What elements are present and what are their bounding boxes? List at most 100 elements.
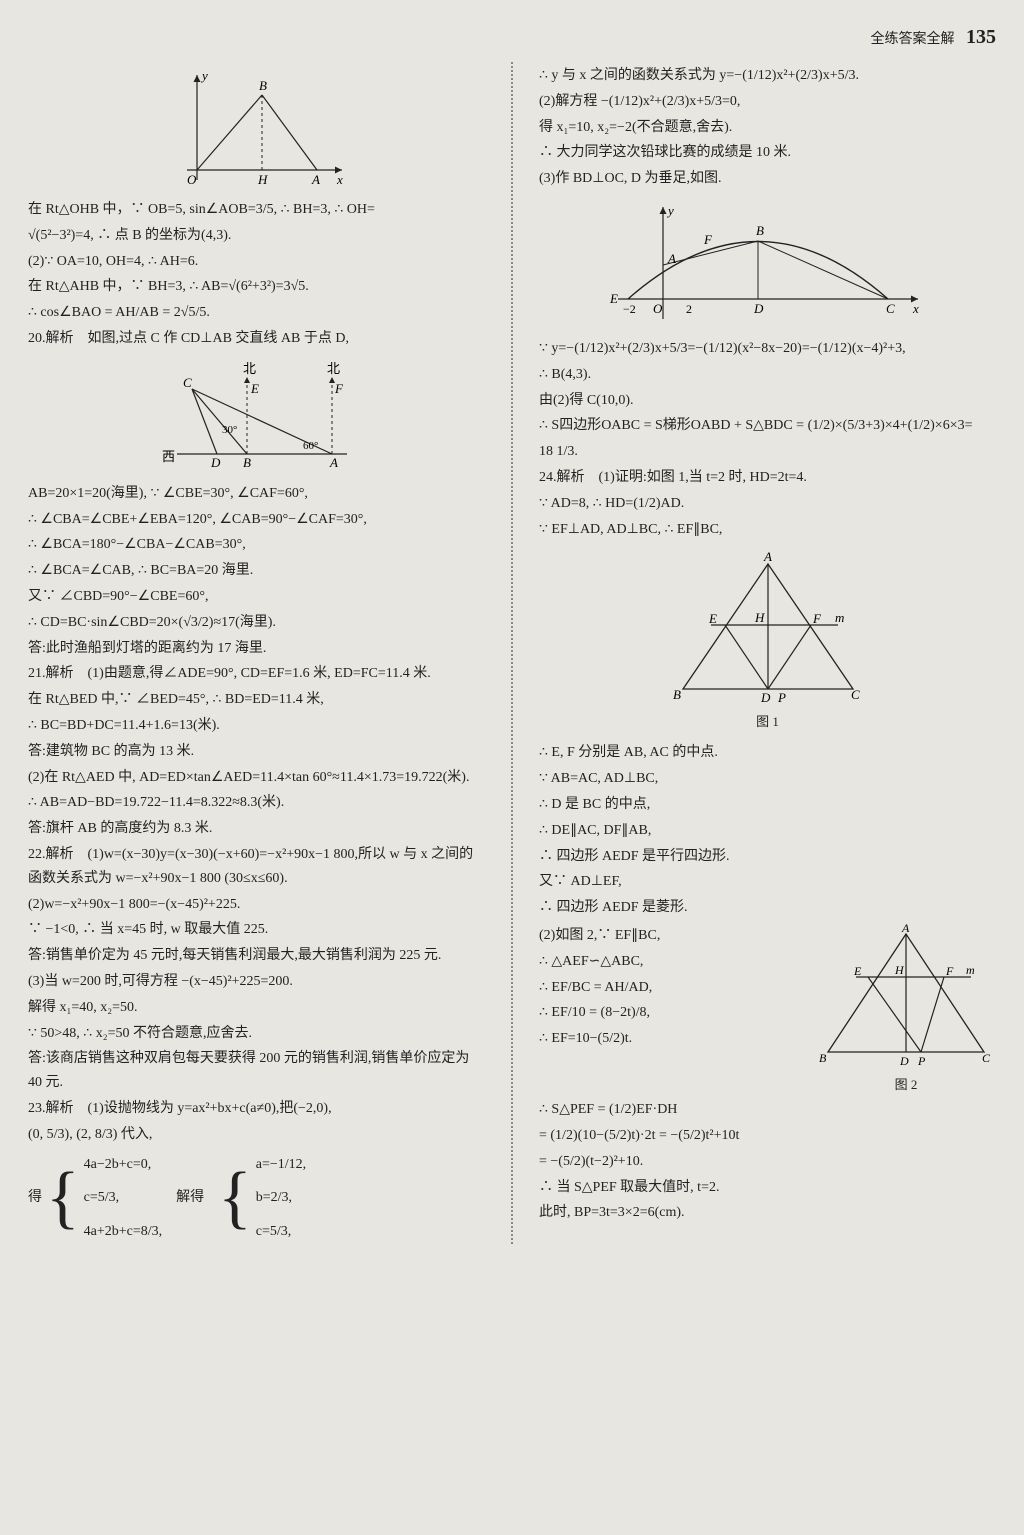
text: = −(5/2)(t−2)²+10.	[539, 1150, 996, 1174]
figure-triangle-2: A B C D P E F H m 图 2	[816, 922, 996, 1096]
svg-text:北: 北	[243, 361, 256, 376]
svg-text:B: B	[673, 687, 681, 702]
text: ∴ EF/BC = AH/AD,	[539, 976, 804, 1000]
right-column: ∴ y 与 x 之间的函数关系式为 y=−(1/12)x²+(2/3)x+5/3…	[539, 62, 996, 1244]
text: = (1/2)(10−(5/2)t)·2t = −(5/2)t²+10t	[539, 1124, 996, 1148]
text: ∴ y 与 x 之间的函数关系式为 y=−(1/12)x²+(2/3)x+5/3…	[539, 64, 996, 88]
text: 答:建筑物 BC 的高为 13 米.	[28, 740, 485, 764]
svg-text:B: B	[819, 1051, 827, 1065]
svg-text:30°: 30°	[222, 424, 237, 436]
page-number: 135	[966, 26, 996, 48]
svg-text:m: m	[966, 963, 975, 977]
text: ∴ B(4,3).	[539, 363, 996, 387]
text: ∴ EF/10 = (8−2t)/8,	[539, 1001, 804, 1025]
text: ∵ −1<0, ∴ 当 x=45 时, w 取最大值 225.	[28, 918, 485, 942]
svg-text:D: D	[899, 1054, 909, 1068]
text: 解得 x₁=40, x₂=50.	[28, 996, 485, 1020]
text: 又∵ AD⊥EF,	[539, 870, 996, 894]
svg-text:A: A	[311, 172, 320, 187]
figure-triangle-1: A B C D P E F H m 图 1	[539, 549, 996, 733]
text: ∴ S△PEF = (1/2)EF·DH	[539, 1098, 996, 1122]
text: 得	[28, 1186, 42, 1210]
svg-text:C: C	[851, 687, 860, 702]
text: 此时, BP=3t=3×2=6(cm).	[539, 1201, 996, 1225]
text: (3)作 BD⊥OC, D 为垂足,如图.	[539, 167, 996, 191]
svg-text:E: E	[609, 291, 618, 306]
svg-text:H: H	[754, 610, 765, 625]
svg-text:F: F	[703, 232, 713, 247]
text: (2)∵ OA=10, OH=4, ∴ AH=6.	[28, 250, 485, 274]
text: (2)w=−x²+90x−1 800=−(x−45)²+225.	[28, 893, 485, 917]
svg-text:H: H	[257, 172, 268, 187]
text: 又∵ ∠CBD=90°−∠CBE=60°,	[28, 585, 485, 609]
svg-text:D: D	[210, 455, 221, 470]
text: 答:销售单价定为 45 元时,每天销售利润最大,最大销售利润为 225 元.	[28, 944, 485, 968]
figure-2: 北 北 西 C E F D B A 30° 60°	[28, 359, 485, 474]
svg-text:B: B	[243, 455, 251, 470]
svg-text:A: A	[901, 922, 910, 935]
text: 解得	[176, 1186, 204, 1210]
svg-text:P: P	[917, 1054, 926, 1068]
svg-text:A: A	[763, 549, 772, 564]
text: ∴ ∠BCA=∠CAB, ∴ BC=BA=20 海里.	[28, 559, 485, 583]
svg-text:P: P	[777, 690, 786, 705]
text: (2)在 Rt△AED 中, AD=ED×tan∠AED=11.4×tan 60…	[28, 766, 485, 790]
svg-text:C: C	[886, 301, 895, 316]
svg-text:2: 2	[686, 302, 692, 316]
text: ∴ S四边形OABC = S梯形OABD + S△BDC = (1/2)×(5/…	[539, 414, 996, 438]
text: 由(2)得 C(10,0).	[539, 389, 996, 413]
svg-text:60°: 60°	[303, 440, 318, 452]
text: ∵ y=−(1/12)x²+(2/3)x+5/3=−(1/12)(x²−8x−2…	[539, 337, 996, 361]
q23: 23.解析 (1)设抛物线为 y=ax²+bx+c(a≠0),把(−2,0),	[28, 1097, 485, 1121]
svg-text:C: C	[982, 1051, 991, 1065]
svg-text:西: 西	[162, 449, 175, 464]
text: ∵ 50>48, ∴ x₂=50 不符合题意,应舍去.	[28, 1022, 485, 1046]
text: ∴ 四边形 AEDF 是菱形.	[539, 896, 996, 920]
axis-x: x	[336, 172, 343, 187]
text: ∴ E, F 分别是 AB, AC 的中点.	[539, 741, 996, 765]
text: ∴ BC=BD+DC=11.4+1.6=13(米).	[28, 714, 485, 738]
equation-system: 得 { 4a−2b+c=0, c=5/3, 4a+2b+c=8/3, 解得 { …	[28, 1153, 485, 1244]
svg-text:y: y	[666, 203, 674, 218]
svg-text:m: m	[835, 610, 844, 625]
svg-text:H: H	[894, 963, 905, 977]
svg-text:F: F	[812, 611, 822, 626]
q21: 21.解析 (1)由题意,得∠ADE=90°, CD=EF=1.6 米, ED=…	[28, 662, 485, 686]
svg-text:E: E	[250, 381, 259, 396]
figure-caption: 图 2	[816, 1074, 996, 1096]
svg-text:A: A	[667, 251, 676, 266]
header-title: 全练答案全解	[871, 32, 955, 47]
text: 18 1/3.	[539, 440, 996, 464]
text: 在 Rt△OHB 中，∵ OB=5, sin∠AOB=3/5, ∴ BH=3, …	[28, 198, 485, 222]
text: ∴ 四边形 AEDF 是平行四边形.	[539, 845, 996, 869]
text: ∴ △AEF∽△ABC,	[539, 950, 804, 974]
q24: 24.解析 (1)证明:如图 1,当 t=2 时, HD=2t=4.	[539, 466, 996, 490]
figure-parabola: y x O −2 2 E A F B D C	[539, 199, 996, 329]
axis-y: y	[200, 70, 208, 83]
svg-text:O: O	[653, 301, 663, 316]
text: 在 Rt△AHB 中，∵ BH=3, ∴ AB=√(6²+3²)=3√5.	[28, 275, 485, 299]
page-header: 全练答案全解 135	[28, 20, 996, 54]
svg-text:O: O	[187, 172, 197, 187]
text: ∴ 当 S△PEF 取最大值时, t=2.	[539, 1176, 996, 1200]
text: 得 x₁=10, x₂=−2(不合题意,舍去).	[539, 116, 996, 140]
text: √(5²−3²)=4, ∴ 点 B 的坐标为(4,3).	[28, 224, 485, 248]
figure-caption: 图 1	[539, 711, 996, 733]
text: ∴ ∠BCA=180°−∠CBA−∠CAB=30°,	[28, 533, 485, 557]
svg-text:F: F	[945, 964, 954, 978]
text: ∴ ∠CBA=∠CBE+∠EBA=120°, ∠CAB=90°−∠CAF=30°…	[28, 508, 485, 532]
eq: c=5/3,	[256, 1220, 306, 1244]
text: (2)如图 2,∵ EF∥BC,	[539, 924, 804, 948]
svg-text:F: F	[334, 381, 344, 396]
block-with-fig2: (2)如图 2,∵ EF∥BC, ∴ △AEF∽△ABC, ∴ EF/BC = …	[539, 922, 996, 1096]
text: ∴ cos∠BAO = AH/AB = 2√5/5.	[28, 301, 485, 325]
svg-text:x: x	[912, 301, 919, 316]
svg-text:北: 北	[327, 361, 340, 376]
text: ∵ AD=8, ∴ HD=(1/2)AD.	[539, 492, 996, 516]
text: (2)解方程 −(1/12)x²+(2/3)x+5/3=0,	[539, 90, 996, 114]
text: 答:此时渔船到灯塔的距离约为 17 海里.	[28, 637, 485, 661]
svg-text:D: D	[753, 301, 764, 316]
svg-text:B: B	[756, 223, 764, 238]
figure-1: y x O H A B	[28, 70, 485, 190]
text: ∴ AB=AD−BD=19.722−11.4=8.322≈8.3(米).	[28, 791, 485, 815]
